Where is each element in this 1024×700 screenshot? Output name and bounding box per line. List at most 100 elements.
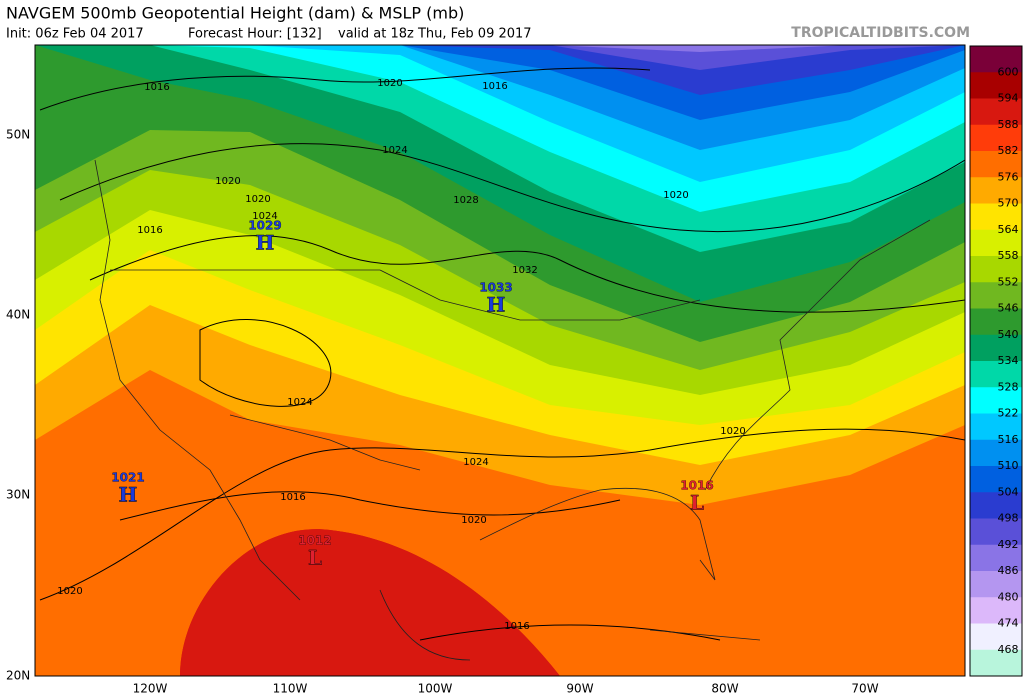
colorbar-label: 468 — [998, 643, 1019, 656]
colorbar-swatch — [970, 544, 1022, 572]
colorbar-label: 480 — [998, 590, 1019, 603]
isobar-label: 1016 — [280, 492, 305, 503]
colorbar-label: 534 — [998, 354, 1019, 367]
latitude-label: 50N — [6, 128, 30, 142]
latitude-label: 40N — [6, 308, 30, 322]
colorbar-label: 552 — [998, 275, 1019, 288]
colorbar: 600 594 588 582 576 570 564 558 552 546 540 534 528 5… — [969, 45, 1023, 677]
colorbar-label: 474 — [998, 617, 1019, 630]
colorbar-label: 492 — [998, 538, 1019, 551]
pressure-symbol: L — [690, 491, 704, 515]
isobar-label: 1016 — [482, 81, 507, 92]
colorbar-swatch — [970, 308, 1022, 336]
colorbar-label: 582 — [998, 144, 1019, 157]
colorbar-label: 504 — [998, 485, 1019, 498]
isobar-label: 1020 — [663, 190, 688, 201]
colorbar-swatch — [970, 439, 1022, 467]
isobars — [39, 67, 965, 641]
longitude-label: 80W — [711, 682, 738, 696]
colorbar-label: 600 — [998, 65, 1019, 78]
isobar-label: 1024 — [382, 145, 407, 156]
colorbar-swatch — [970, 413, 1022, 441]
watermark: TROPICALTIDBITS.COM — [791, 25, 970, 41]
valid-time: valid at 18z Thu, Feb 09 2017 — [338, 27, 532, 42]
colorbar-swatch — [970, 72, 1022, 99]
colorbar-swatch — [970, 649, 1022, 677]
colorbar-swatch — [970, 518, 1022, 546]
isobar-label: 1020 — [377, 78, 402, 89]
colorbar-label: 588 — [998, 118, 1019, 131]
isobar-label: 1020 — [720, 426, 745, 437]
isobar-label: 1016 — [144, 82, 169, 93]
colorbar-swatch — [970, 597, 1022, 624]
colorbar-swatch — [970, 571, 1022, 598]
longitude-label: 100W — [418, 682, 453, 696]
map-frame — [34, 44, 966, 677]
colorbar-swatch — [970, 256, 1022, 283]
colorbar-swatch — [970, 387, 1022, 414]
latitude-label: 20N — [6, 669, 30, 683]
colorbar-swatch — [970, 46, 1022, 73]
isobar-label: 1028 — [453, 195, 478, 206]
map-area — [34, 44, 966, 677]
longitude-label: 90W — [566, 682, 593, 696]
colorbar-swatch — [970, 282, 1022, 309]
colorbar-label: 516 — [998, 433, 1019, 446]
colorbar-swatch — [970, 151, 1022, 178]
latitude-label: 30N — [6, 488, 30, 502]
colorbar-label: 594 — [998, 92, 1019, 105]
colorbar-swatch — [970, 492, 1022, 519]
isobar-label: 1024 — [463, 457, 488, 468]
isobar-label: 1020 — [461, 515, 486, 526]
colorbar-label: 510 — [998, 459, 1019, 472]
height-band — [35, 45, 965, 52]
pressure-value: 1016 — [680, 479, 713, 493]
colorbar-label: 558 — [998, 249, 1019, 262]
isobar-label: 1020 — [245, 194, 270, 205]
height-band — [180, 529, 560, 676]
isobar-label: 1032 — [512, 265, 537, 276]
pressure-symbol: H — [119, 483, 138, 507]
colorbar-swatch — [970, 623, 1022, 651]
colorbar-swatch — [970, 177, 1022, 204]
pressure-value: 1012 — [298, 534, 331, 548]
colorbar-swatch — [970, 98, 1022, 126]
colorbar-label: 522 — [998, 407, 1019, 420]
colorbar-swatch — [970, 466, 1022, 493]
isobar-label: 1024 — [287, 397, 312, 408]
colorbar-label: 576 — [998, 170, 1019, 183]
longitude-label: 120W — [133, 682, 168, 696]
title: NAVGEM 500mb Geopotential Height (dam) &… — [6, 4, 464, 23]
pressure-symbol: H — [487, 293, 506, 317]
isobar-label: 1016 — [137, 225, 162, 236]
pressure-value: 1021 — [111, 471, 144, 485]
longitude-label: 70W — [851, 682, 878, 696]
colorbar-label: 528 — [998, 380, 1019, 393]
colorbar-swatch — [970, 334, 1022, 362]
colorbar-label: 564 — [998, 223, 1019, 236]
pressure-value: 1033 — [479, 281, 512, 295]
forecast-hour: Forecast Hour: [132] — [188, 27, 322, 42]
colorbar-swatch — [970, 361, 1022, 388]
colorbar-label: 486 — [998, 564, 1019, 577]
colorbar-swatch — [970, 124, 1022, 152]
isobar-label: 1020 — [57, 586, 82, 597]
pressure-symbol: L — [308, 546, 322, 570]
pressure-symbol: H — [256, 231, 275, 255]
longitude-label: 110W — [273, 682, 308, 696]
pressure-value: 1029 — [248, 219, 281, 233]
colorbar-swatch — [970, 229, 1022, 257]
colorbar-label: 570 — [998, 197, 1019, 210]
colorbar-label: 546 — [998, 302, 1019, 315]
coastlines — [94, 159, 931, 661]
colorbar-frame — [969, 45, 1023, 677]
isobar-label: 1024 — [252, 211, 277, 222]
isobar-label: 1020 — [215, 176, 240, 187]
height-band — [35, 45, 965, 70]
isobar-label: 1016 — [504, 621, 529, 632]
init-time: Init: 06z Feb 04 2017 — [6, 27, 144, 42]
colorbar-label: 540 — [998, 328, 1019, 341]
colorbar-label: 498 — [998, 512, 1019, 525]
